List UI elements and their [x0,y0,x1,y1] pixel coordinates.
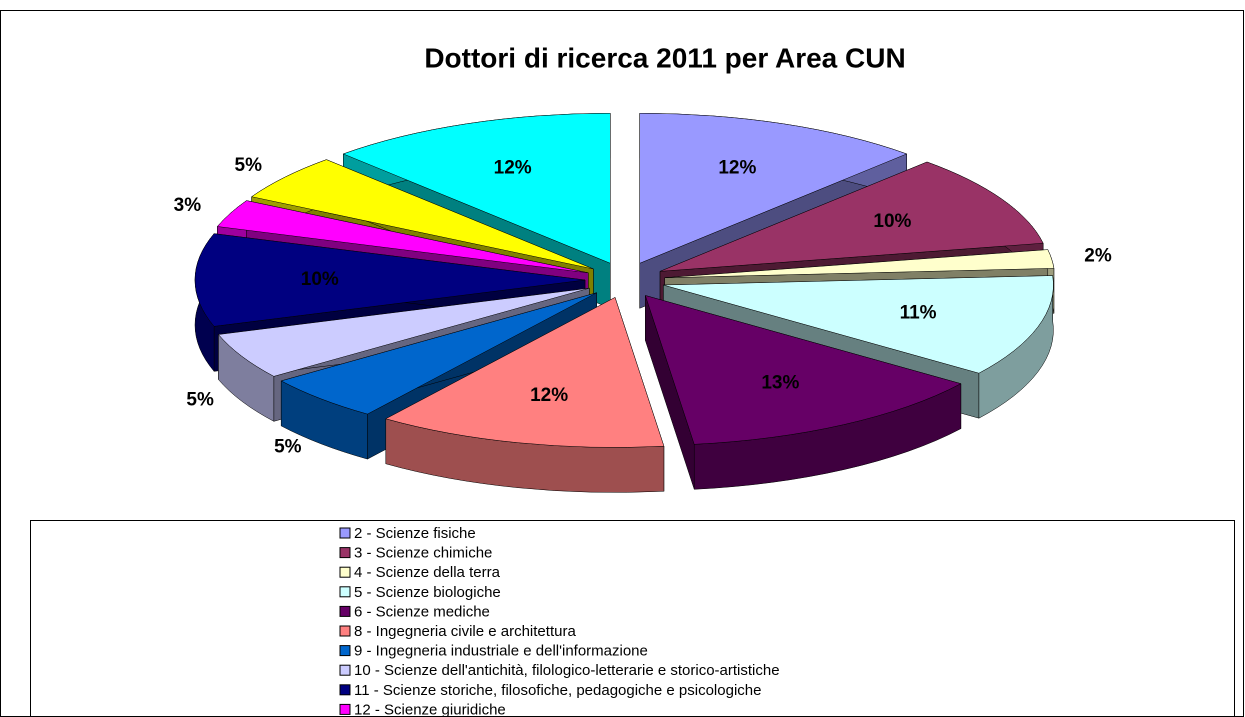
slice [659,161,1044,272]
slice [194,233,586,327]
legend-label: 9 - Ingegneria industriale e dell'inform… [354,643,648,660]
legend-box [30,520,1235,717]
legend-swatch [339,566,351,578]
legend-swatch [339,645,351,657]
legend-swatch [339,625,351,637]
legend-label: 3 - Scienze chimiche [354,545,492,562]
chart-title: Dottori di ricerca 2011 per Area CUN [424,42,905,73]
legend-label: 6 - Scienze mediche [354,603,490,620]
data-label: 10% [301,269,339,290]
legend-label: 11 - Scienze storiche, filosofiche, peda… [354,682,761,699]
slice [216,200,589,274]
slice [663,275,1054,374]
slice [251,159,594,270]
legend-swatch [339,664,351,676]
legend-swatch [339,684,351,696]
data-label: 13% [761,372,799,393]
data-label: 3% [174,195,202,216]
slice [342,113,611,264]
data-label: 5% [186,389,214,410]
slice [217,287,590,377]
legend-swatch [339,527,351,539]
data-label: 2% [1084,246,1112,267]
slice [385,297,665,448]
slice [664,249,1055,278]
legend-swatch [339,586,351,598]
slice [280,292,597,415]
legend-label: 4 - Scienze della terra [354,564,501,581]
data-label: 12% [530,385,568,406]
slice [639,113,908,264]
data-label: 11% [900,302,937,323]
data-label: 12% [494,157,532,178]
data-label: 12% [718,157,756,178]
data-label: 5% [274,437,302,458]
legend-label: 2 - Scienze fisiche [354,525,476,542]
legend-swatch [339,547,351,559]
legend-swatch [339,605,351,617]
legend-swatch [339,703,351,715]
data-label: 5% [235,155,263,176]
legend-label: 5 - Scienze biologiche [354,584,501,601]
legend-label: 12 - Scienze giuridiche [354,701,506,717]
data-label: 10% [873,211,911,232]
legend-label: 10 - Scienze dell'antichità, filologico-… [354,662,780,679]
legend-label: 8 - Ingegneria civile e architettura [354,623,576,640]
slice [644,295,962,445]
